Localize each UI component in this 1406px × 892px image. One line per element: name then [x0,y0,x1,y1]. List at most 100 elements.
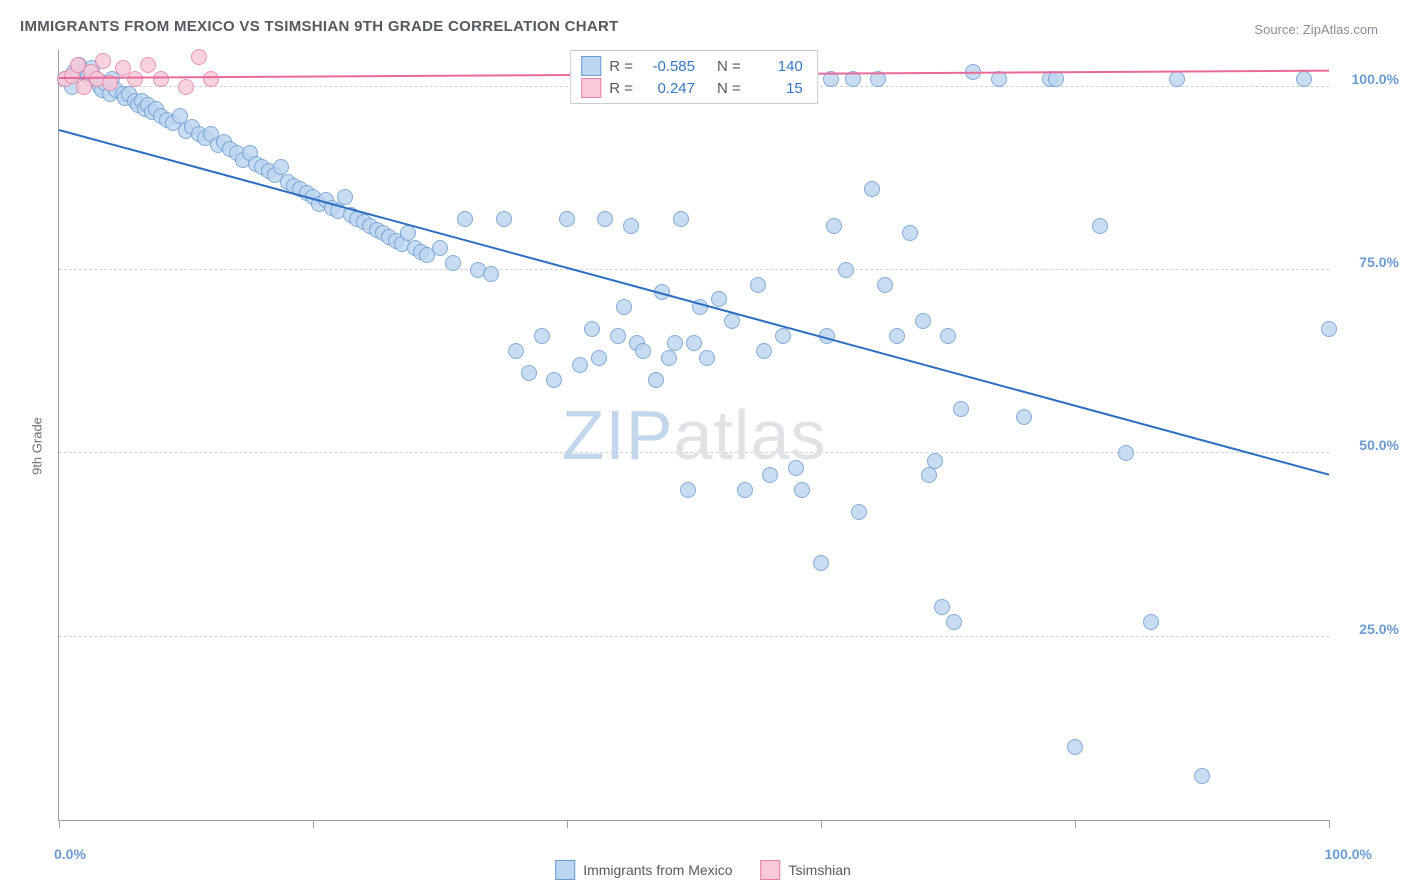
source-attribution: Source: ZipAtlas.com [1254,22,1378,37]
y-axis-label: 9th Grade [29,417,44,475]
legend-item-series1: Immigrants from Mexico [555,860,732,880]
x-tick [567,820,568,828]
data-point [794,482,810,498]
data-point [1016,409,1032,425]
data-point [616,299,632,315]
data-point [737,482,753,498]
data-point [432,240,448,256]
data-point [667,335,683,351]
gridline [59,452,1329,453]
data-point [559,211,575,227]
data-point [902,225,918,241]
data-point [851,504,867,520]
data-point [762,467,778,483]
data-point [775,328,791,344]
x-axis-min-label: 0.0% [54,846,86,862]
gridline [59,269,1329,270]
data-point [1296,71,1312,87]
x-tick [1329,820,1330,828]
data-point [889,328,905,344]
data-point [534,328,550,344]
n-value-series2: 15 [749,80,803,97]
data-point [546,372,562,388]
r-value-series1: -0.585 [641,58,695,75]
data-point [483,266,499,282]
data-point [953,401,969,417]
data-point [699,350,715,366]
data-point [203,71,219,87]
data-point [623,218,639,234]
gridline [59,636,1329,637]
data-point [1143,614,1159,630]
data-point [635,343,651,359]
data-point [940,328,956,344]
n-value-series1: 140 [749,58,803,75]
data-point [673,211,689,227]
data-point [610,328,626,344]
data-point [648,372,664,388]
data-point [496,211,512,227]
data-point [400,225,416,241]
data-point [457,211,473,227]
y-tick-label: 25.0% [1359,621,1399,637]
data-point [756,343,772,359]
data-point [1048,71,1064,87]
series-legend: Immigrants from Mexico Tsimshian [555,860,851,880]
data-point [1321,321,1337,337]
n-label: N = [717,58,741,75]
data-point [724,313,740,329]
data-point [864,181,880,197]
legend-label-series1: Immigrants from Mexico [583,862,732,878]
watermark-zip: ZIP [562,396,674,474]
legend-item-series2: Tsimshian [761,860,851,880]
data-point [921,467,937,483]
data-point [991,71,1007,87]
data-point [153,71,169,87]
data-point [445,255,461,271]
legend-label-series2: Tsimshian [789,862,851,878]
y-tick-label: 50.0% [1359,437,1399,453]
data-point [680,482,696,498]
r-value-series2: 0.247 [641,80,695,97]
data-point [127,71,143,87]
data-point [711,291,727,307]
data-point [178,79,194,95]
data-point [686,335,702,351]
data-point [1092,218,1108,234]
data-point [750,277,766,293]
source-label: Source: [1254,22,1299,37]
y-tick-label: 100.0% [1352,71,1399,87]
plot-area: ZIPatlas R = -0.585 N = 140 R = 0.247 N … [58,50,1329,821]
legend-swatch-series1 [555,860,575,880]
data-point [337,189,353,205]
watermark-atlas: atlas [674,396,827,474]
chart-title: IMMIGRANTS FROM MEXICO VS TSIMSHIAN 9TH … [20,18,619,35]
r-label: R = [609,58,633,75]
data-point [191,49,207,65]
x-tick [313,820,314,828]
data-point [572,357,588,373]
x-tick [1075,820,1076,828]
x-axis-max-label: 100.0% [1325,846,1372,862]
x-tick [821,820,822,828]
legend-row-series2: R = 0.247 N = 15 [581,77,803,99]
data-point [95,53,111,69]
data-point [1169,71,1185,87]
x-tick [59,820,60,828]
data-point [946,614,962,630]
y-tick-label: 75.0% [1359,254,1399,270]
legend-swatch-series1 [581,56,601,76]
r-label: R = [609,80,633,97]
legend-swatch-series2 [581,78,601,98]
source-link[interactable]: ZipAtlas.com [1303,22,1378,37]
correlation-legend: R = -0.585 N = 140 R = 0.247 N = 15 [570,50,818,104]
data-point [597,211,613,227]
data-point [877,277,893,293]
data-point [1118,445,1134,461]
legend-row-series1: R = -0.585 N = 140 [581,55,803,77]
data-point [788,460,804,476]
data-point [584,321,600,337]
data-point [927,453,943,469]
data-point [826,218,842,234]
data-point [838,262,854,278]
